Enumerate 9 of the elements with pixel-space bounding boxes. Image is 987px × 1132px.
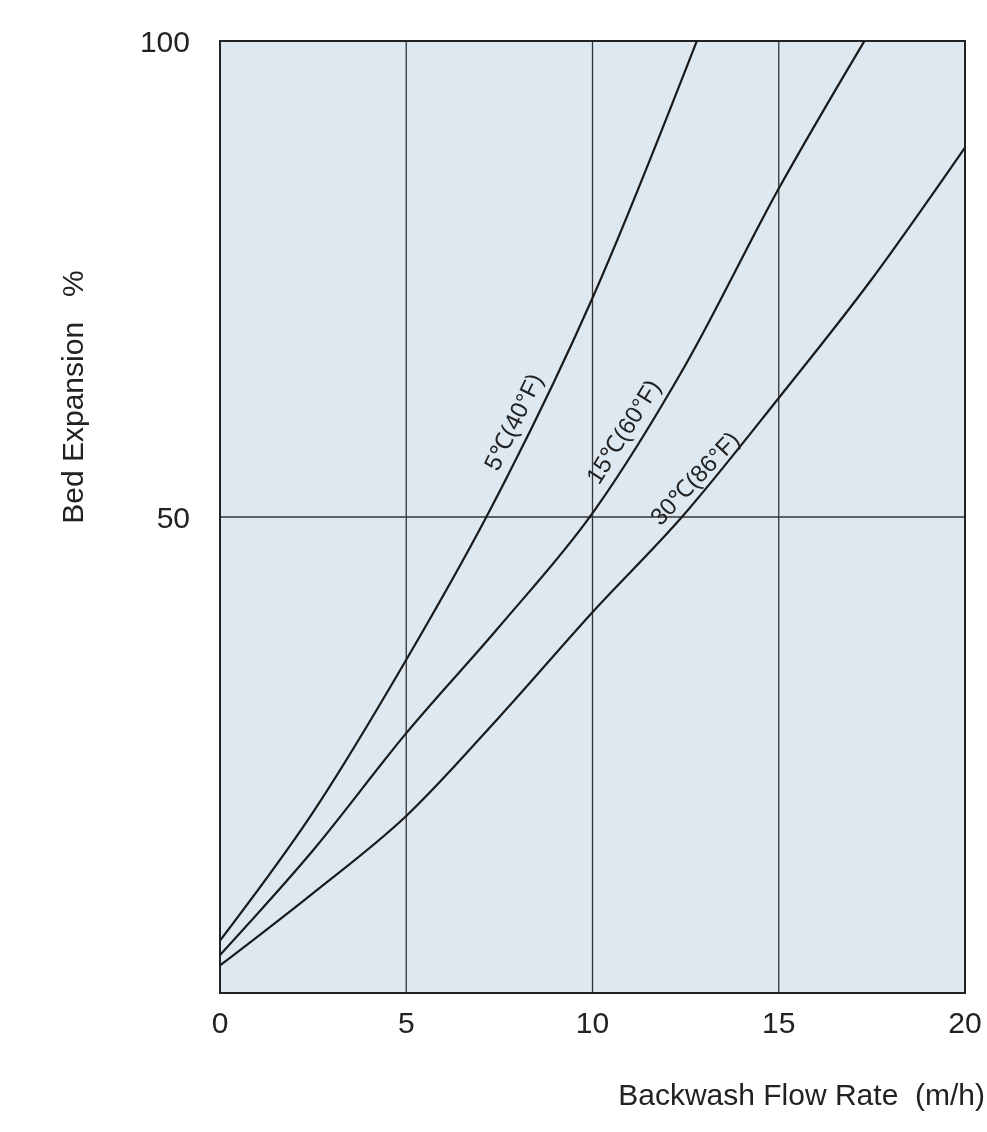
y-tick-label: 50 [156,501,190,534]
y-axis-title: Bed Expansion % [56,270,89,524]
x-axis-title: Backwash Flow Rate (m/h) [618,1078,985,1111]
x-tick-label: 15 [762,1006,796,1039]
x-tick-label: 5 [397,1006,415,1039]
x-tick-label: 10 [575,1006,610,1039]
x-tick-label: 0 [211,1006,229,1039]
y-tick-label: 100 [139,25,190,58]
x-tick-label: 20 [948,1006,982,1039]
